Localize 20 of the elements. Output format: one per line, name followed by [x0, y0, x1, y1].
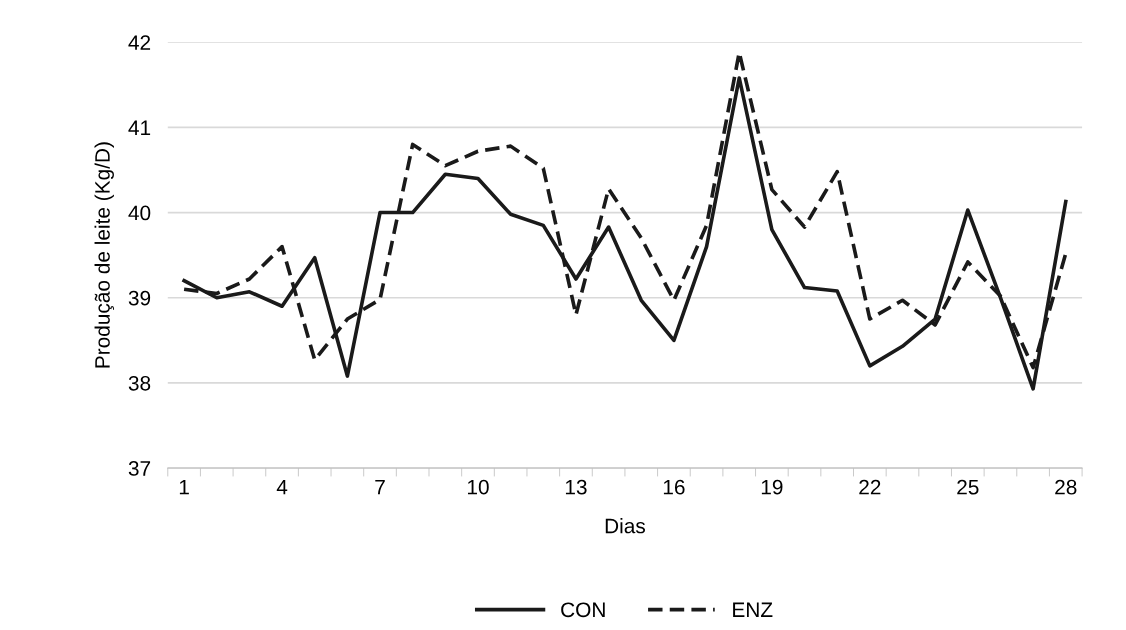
x-tick-label: 28: [1055, 479, 1077, 495]
x-tick-label: 16: [663, 479, 685, 495]
x-axis-title: Dias: [605, 518, 646, 534]
y-axis-title: Produção de leite (Kg/D): [94, 142, 115, 368]
x-tick-label: 1: [179, 479, 189, 495]
y-tick-label: 37: [128, 461, 151, 476]
y-tick-label: 42: [128, 35, 151, 50]
y-tick-label: 39: [128, 290, 151, 306]
y-tick-label: 41: [128, 120, 151, 135]
legend-label: CON: [561, 602, 605, 618]
y-tick-label: 38: [128, 375, 151, 391]
x-tick-label: 25: [957, 479, 979, 495]
x-tick-label: 10: [467, 479, 489, 495]
y-tick-label: 40: [128, 205, 151, 221]
x-tick-label: 13: [565, 479, 587, 495]
legend-label: ENZ: [733, 602, 773, 617]
x-tick-label: 19: [761, 479, 783, 495]
x-tick-label: 4: [276, 479, 288, 495]
x-tick-label: 7: [375, 479, 385, 495]
x-tick-label: 22: [859, 479, 881, 495]
